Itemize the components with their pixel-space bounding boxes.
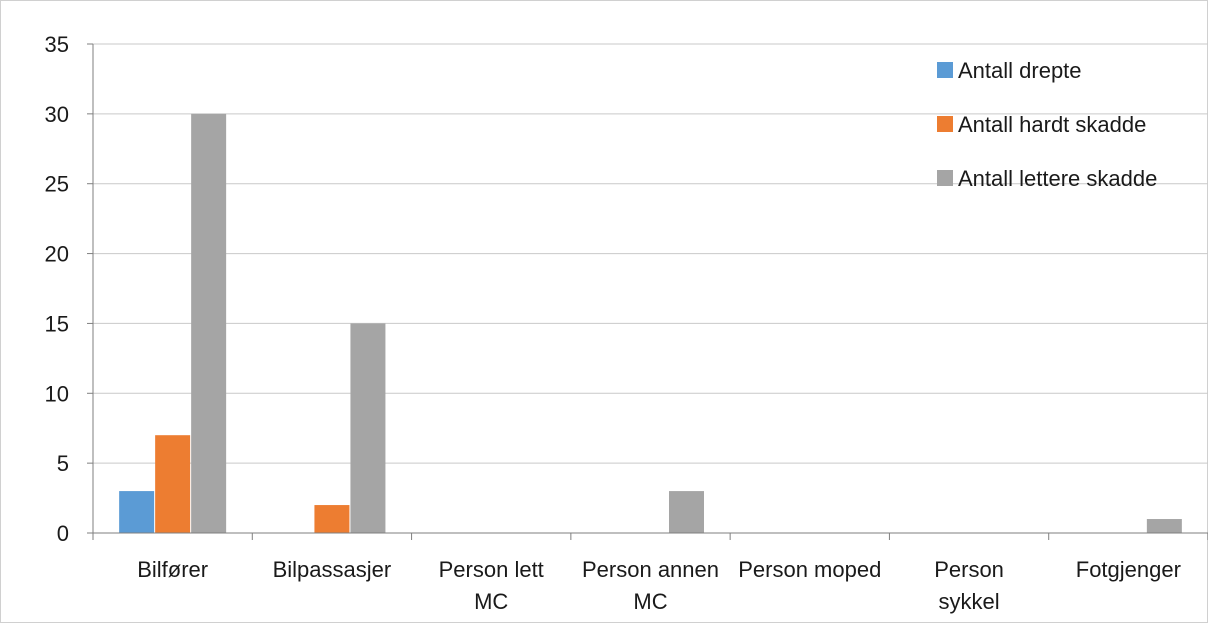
legend-swatch: [937, 62, 953, 78]
bars: [119, 113, 1182, 533]
axes: 0 5 10 15 20 25 30 35 Bilfører Bilpassasjer Person…: [45, 32, 1208, 614]
y-tick-label: 0: [57, 521, 69, 546]
x-tick-label: Fotgjenger: [1076, 557, 1181, 582]
y-tick-label: 35: [45, 32, 69, 57]
x-tick-label: Person lett MC: [439, 557, 544, 614]
legend-swatch: [937, 116, 953, 132]
x-tick-label: Person annen MC: [582, 557, 719, 614]
x-tick-label: Person sykkel: [934, 557, 1004, 614]
legend: Antall drepte Antall hardt skadde Antall l…: [937, 58, 1157, 191]
y-tick-label: 10: [45, 381, 69, 406]
y-tick-label: 25: [45, 172, 69, 197]
legend-label: Antall lettere skadde: [958, 166, 1157, 191]
bar: [1146, 519, 1182, 533]
y-tick-label: 20: [45, 242, 69, 267]
x-tick-label: Bilpassasjer: [273, 557, 392, 582]
bar: [669, 491, 704, 533]
legend-label: Antall hardt skadde: [958, 112, 1146, 137]
x-tick-label: Bilfører: [137, 557, 208, 582]
bar: [350, 323, 386, 533]
legend-label: Antall drepte: [958, 58, 1082, 83]
gridlines: [93, 43, 1208, 464]
x-tick-label: Person moped: [738, 557, 881, 582]
y-tick-label: 5: [57, 451, 69, 476]
y-tick-label: 15: [45, 311, 69, 336]
bar: [314, 505, 350, 533]
bar: [155, 435, 191, 533]
bar: [119, 491, 155, 533]
legend-swatch: [937, 170, 953, 186]
y-tick-label: 30: [45, 102, 69, 127]
bar: [191, 113, 227, 533]
